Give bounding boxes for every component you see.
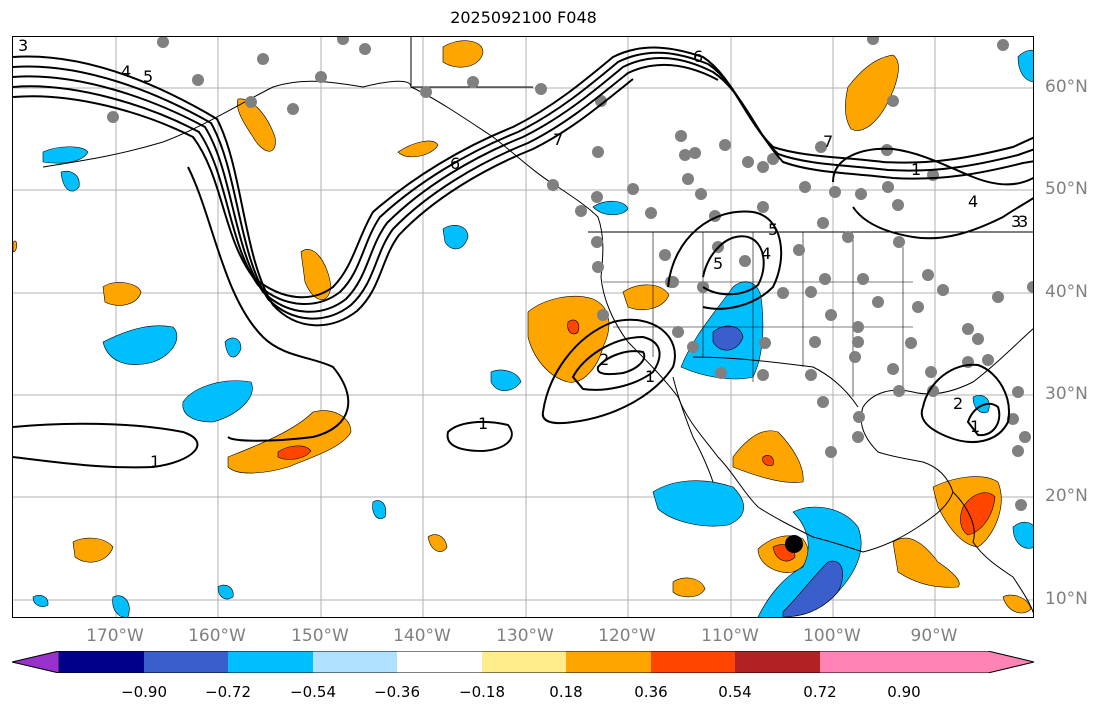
colorbar-segment bbox=[397, 651, 482, 673]
contour-label: 5 bbox=[143, 67, 153, 86]
contour-label: 2 bbox=[953, 394, 963, 413]
state-boundaries bbox=[603, 232, 913, 397]
storm-center-marker[interactable] bbox=[785, 535, 803, 553]
coastlines bbox=[42, 37, 1033, 614]
colorbar-tick: 0.18 bbox=[549, 683, 583, 701]
contour-label: 4 bbox=[761, 244, 771, 263]
contour-label-group: 3 4 5 6 7 1 1 1 1 4 3 5 4 5 7 6 2 2 1 3 bbox=[18, 37, 1028, 471]
colorbar-tick: 0.36 bbox=[634, 683, 668, 701]
colorbar-segment bbox=[566, 651, 651, 673]
colorbar-tick: −0.72 bbox=[205, 683, 251, 701]
lon-label: 150°W bbox=[291, 626, 349, 646]
colorbar-outline bbox=[12, 651, 1035, 673]
contour-label: 1 bbox=[645, 367, 655, 386]
contour-label: 1 bbox=[150, 452, 160, 471]
colorbar-segment bbox=[144, 651, 228, 673]
colorbar-segment bbox=[482, 651, 566, 673]
colorbar-extend-max bbox=[820, 651, 1034, 673]
contour-label: 1 bbox=[478, 414, 488, 433]
contour-label: 3 bbox=[1018, 212, 1028, 231]
colorbar-tick: −0.36 bbox=[374, 683, 420, 701]
map-panel[interactable]: 3 4 5 6 7 1 1 1 1 4 3 5 4 5 7 6 2 2 1 3 bbox=[12, 36, 1034, 618]
lat-label: 30°N bbox=[1045, 384, 1088, 404]
map-canvas: 3 4 5 6 7 1 1 1 1 4 3 5 4 5 7 6 2 2 1 3 bbox=[13, 37, 1033, 617]
contour-label: 7 bbox=[823, 132, 833, 151]
contour-label: 5 bbox=[768, 220, 778, 239]
colorbar-tick: −0.54 bbox=[290, 683, 336, 701]
colorbar-segment bbox=[59, 651, 144, 673]
lon-label: 100°W bbox=[803, 626, 861, 646]
lat-label: 10°N bbox=[1045, 589, 1088, 609]
lon-label: 140°W bbox=[393, 626, 451, 646]
colorbar-segment bbox=[735, 651, 820, 673]
contour-label: 3 bbox=[1011, 212, 1021, 231]
colorbar-tick: 0.54 bbox=[718, 683, 752, 701]
lat-label: 50°N bbox=[1045, 179, 1088, 199]
contour-label: 6 bbox=[450, 154, 460, 173]
contour-label: 5 bbox=[713, 254, 723, 273]
colorbar-tick: 0.90 bbox=[887, 683, 921, 701]
colorbar-extend-min bbox=[12, 651, 60, 673]
contour-label: 4 bbox=[968, 192, 978, 211]
colorbar-segment bbox=[313, 651, 397, 673]
lon-label: 120°W bbox=[598, 626, 656, 646]
map-title: 2025092100 F048 bbox=[450, 8, 597, 27]
colorbar bbox=[12, 651, 1035, 673]
contour-label: 1 bbox=[911, 160, 921, 179]
lon-label: 170°W bbox=[86, 626, 144, 646]
lon-label: 90°W bbox=[910, 626, 958, 646]
contour-lines bbox=[13, 46, 1033, 469]
contour-label: 2 bbox=[599, 350, 609, 369]
lon-label: 160°W bbox=[188, 626, 246, 646]
colorbar-tick: −0.18 bbox=[459, 683, 505, 701]
colorbar-tick: −0.90 bbox=[121, 683, 167, 701]
contour-label: 1 bbox=[970, 417, 980, 436]
station-markers bbox=[107, 37, 1033, 511]
contour-label: 6 bbox=[693, 47, 703, 66]
lat-label: 20°N bbox=[1045, 486, 1088, 506]
lon-label: 130°W bbox=[496, 626, 554, 646]
contour-label: 4 bbox=[121, 62, 131, 81]
contour-label: 7 bbox=[553, 130, 563, 149]
lat-label: 40°N bbox=[1045, 282, 1088, 302]
colorbar-segment bbox=[228, 651, 313, 673]
shaded-field bbox=[13, 40, 1033, 617]
colorbar-segment bbox=[651, 651, 735, 673]
lat-label: 60°N bbox=[1045, 77, 1088, 97]
colorbar-tick: 0.72 bbox=[803, 683, 837, 701]
contour-label: 3 bbox=[18, 37, 28, 55]
lon-label: 110°W bbox=[701, 626, 759, 646]
